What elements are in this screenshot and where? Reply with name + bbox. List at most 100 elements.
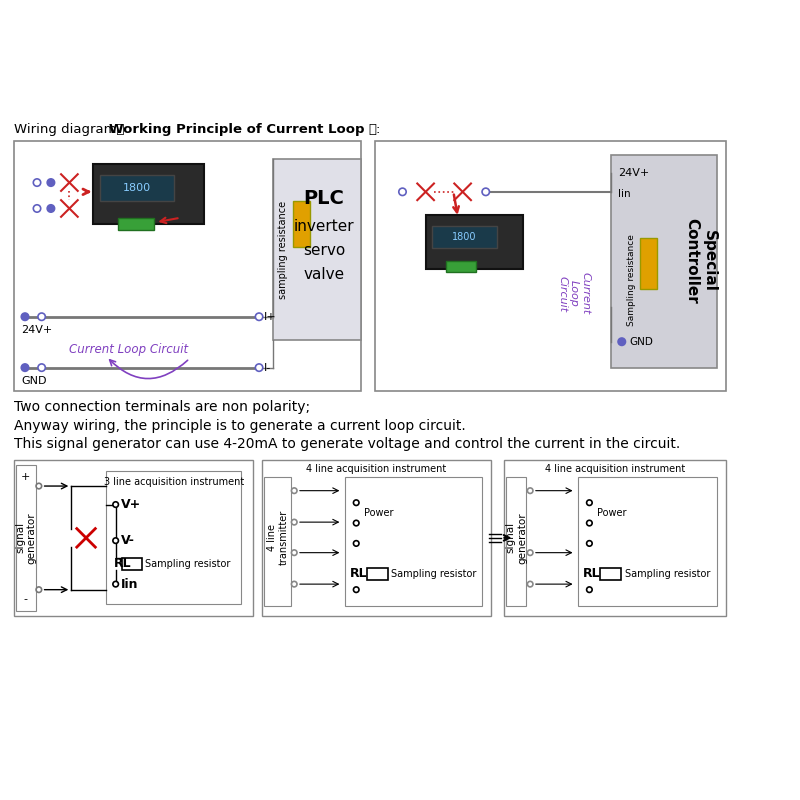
Bar <box>610 155 717 368</box>
Circle shape <box>482 188 490 195</box>
Text: 1800: 1800 <box>123 183 151 193</box>
Bar <box>264 477 291 606</box>
Circle shape <box>354 541 359 546</box>
Text: 3 line acquisition instrument: 3 line acquisition instrument <box>104 478 244 487</box>
Text: This signal generator can use 4-20mA to generate voltage and control the current: This signal generator can use 4-20mA to … <box>14 438 680 451</box>
Bar <box>106 471 242 605</box>
Text: Iin: Iin <box>122 578 138 590</box>
Bar <box>426 215 522 269</box>
Text: GND: GND <box>629 337 653 346</box>
Bar <box>14 141 361 390</box>
Text: Sampling resistor: Sampling resistor <box>391 569 477 579</box>
Circle shape <box>291 582 297 587</box>
Text: sampling resistance: sampling resistance <box>278 201 288 298</box>
Bar <box>506 477 526 606</box>
Text: Iin: Iin <box>618 189 630 198</box>
Circle shape <box>255 313 262 321</box>
Bar <box>432 226 497 248</box>
Text: Special
Controller: Special Controller <box>684 218 717 304</box>
Circle shape <box>47 205 54 212</box>
Text: Anyway wiring, the principle is to generate a current loop circuit.: Anyway wiring, the principle is to gener… <box>14 419 466 433</box>
Text: Sampling resistor: Sampling resistor <box>146 558 230 569</box>
Text: Working Principle of Current Loop: Working Principle of Current Loop <box>109 123 365 136</box>
Text: I-: I- <box>264 362 271 373</box>
Bar <box>118 218 154 230</box>
Text: I+: I+ <box>264 312 276 322</box>
Circle shape <box>291 550 297 555</box>
Bar <box>374 141 726 390</box>
Text: RL: RL <box>583 567 601 581</box>
Circle shape <box>586 541 592 546</box>
Text: inverter: inverter <box>294 218 354 234</box>
Text: +: + <box>22 472 30 482</box>
Bar <box>93 164 203 224</box>
Text: V-: V- <box>122 534 135 547</box>
Circle shape <box>291 488 297 494</box>
Text: signal
generator: signal generator <box>15 512 37 564</box>
Circle shape <box>354 500 359 506</box>
Text: 4 line
transmitter: 4 line transmitter <box>266 510 288 566</box>
Text: Sampling resistor: Sampling resistor <box>625 569 710 579</box>
Circle shape <box>113 502 118 507</box>
Bar <box>14 460 253 615</box>
Circle shape <box>354 520 359 526</box>
Text: valve: valve <box>303 266 345 282</box>
Circle shape <box>527 488 533 494</box>
Bar <box>640 238 657 289</box>
Text: PLC: PLC <box>303 189 344 208</box>
Circle shape <box>38 364 46 371</box>
Circle shape <box>36 483 42 489</box>
Circle shape <box>586 587 592 593</box>
Text: 4 line acquisition instrument: 4 line acquisition instrument <box>306 464 446 474</box>
Bar <box>504 460 726 615</box>
Text: Wiring diagram（: Wiring diagram（ <box>14 123 124 136</box>
Bar <box>446 262 475 272</box>
Circle shape <box>398 188 406 195</box>
Text: 1800: 1800 <box>452 232 477 242</box>
Bar <box>16 465 36 611</box>
Circle shape <box>527 582 533 587</box>
Circle shape <box>291 519 297 525</box>
Circle shape <box>527 550 533 555</box>
Bar <box>345 477 482 606</box>
Bar <box>294 201 310 247</box>
Circle shape <box>36 587 42 593</box>
Text: signal
generator: signal generator <box>506 512 527 564</box>
Circle shape <box>38 313 46 321</box>
Circle shape <box>34 179 41 186</box>
Circle shape <box>22 313 29 321</box>
Bar <box>100 175 174 201</box>
Text: 4 line acquisition instrument: 4 line acquisition instrument <box>545 464 686 474</box>
Circle shape <box>354 587 359 593</box>
Text: 24V+: 24V+ <box>618 168 650 178</box>
Text: 24V+: 24V+ <box>22 325 53 334</box>
Text: ）:: ）: <box>368 123 381 136</box>
Bar <box>262 460 491 615</box>
Circle shape <box>113 538 118 543</box>
Circle shape <box>34 205 41 212</box>
Text: Power: Power <box>597 508 626 518</box>
Circle shape <box>618 338 626 346</box>
Text: V+: V+ <box>122 498 142 511</box>
Circle shape <box>47 179 54 186</box>
Circle shape <box>22 364 29 371</box>
Bar <box>367 568 388 580</box>
Text: Power: Power <box>364 508 393 518</box>
Text: GND: GND <box>22 375 46 386</box>
Text: -: - <box>24 594 28 604</box>
Circle shape <box>255 364 262 371</box>
Bar <box>122 558 142 570</box>
Text: servo: servo <box>302 242 345 258</box>
Circle shape <box>586 500 592 506</box>
Bar <box>273 159 361 340</box>
Text: RL: RL <box>114 558 131 570</box>
Text: Two connection terminals are non polarity;: Two connection terminals are non polarit… <box>14 401 310 414</box>
Circle shape <box>586 520 592 526</box>
Text: RL: RL <box>350 567 367 581</box>
Circle shape <box>113 582 118 587</box>
Text: Current Loop Circuit: Current Loop Circuit <box>70 342 189 356</box>
Bar <box>578 477 717 606</box>
Text: Sampling resistance: Sampling resistance <box>626 234 635 326</box>
Bar <box>601 568 621 580</box>
Text: Current
Loop
Circuit: Current Loop Circuit <box>557 273 590 314</box>
